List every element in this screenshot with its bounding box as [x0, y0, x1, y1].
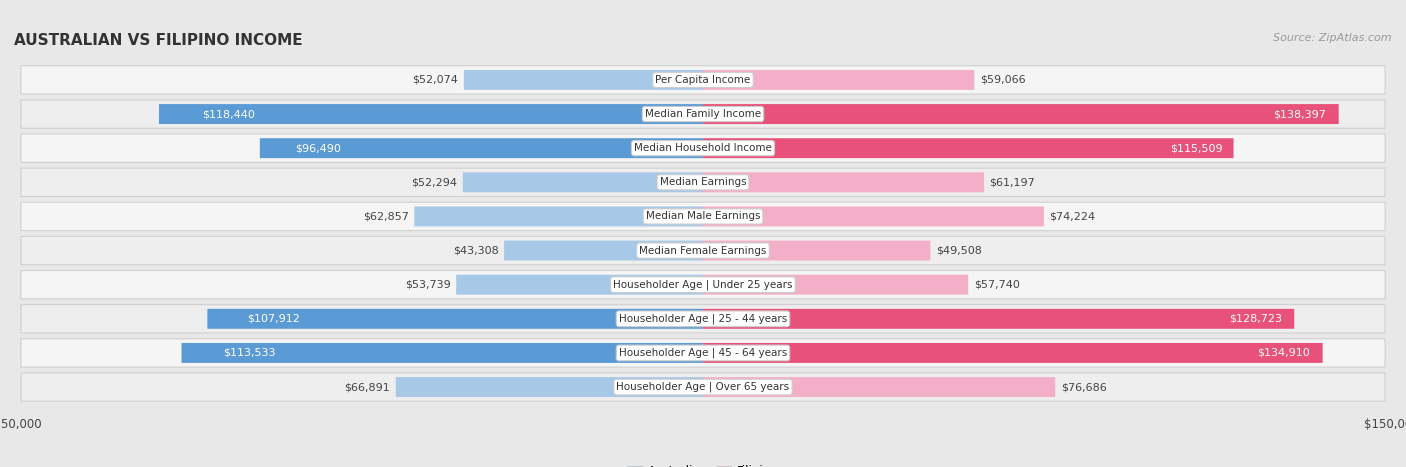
Text: $52,074: $52,074 — [412, 75, 458, 85]
Text: Median Female Earnings: Median Female Earnings — [640, 246, 766, 255]
FancyBboxPatch shape — [21, 339, 1385, 367]
Text: $52,294: $52,294 — [412, 177, 457, 187]
Text: $128,723: $128,723 — [1229, 314, 1282, 324]
FancyBboxPatch shape — [21, 236, 1385, 265]
Text: $107,912: $107,912 — [247, 314, 299, 324]
Text: Median Earnings: Median Earnings — [659, 177, 747, 187]
Text: $59,066: $59,066 — [980, 75, 1025, 85]
FancyBboxPatch shape — [260, 138, 703, 158]
FancyBboxPatch shape — [703, 138, 1233, 158]
Legend: Australian, Filipino: Australian, Filipino — [623, 460, 783, 467]
FancyBboxPatch shape — [703, 70, 974, 90]
Text: $118,440: $118,440 — [202, 109, 256, 119]
Text: Source: ZipAtlas.com: Source: ZipAtlas.com — [1274, 33, 1392, 42]
FancyBboxPatch shape — [207, 309, 703, 329]
FancyBboxPatch shape — [181, 343, 703, 363]
Text: $76,686: $76,686 — [1060, 382, 1107, 392]
FancyBboxPatch shape — [21, 168, 1385, 197]
FancyBboxPatch shape — [159, 104, 703, 124]
FancyBboxPatch shape — [505, 241, 703, 261]
Text: $62,857: $62,857 — [363, 212, 409, 221]
Text: $115,509: $115,509 — [1170, 143, 1223, 153]
Text: Householder Age | 45 - 64 years: Householder Age | 45 - 64 years — [619, 348, 787, 358]
Text: Householder Age | Over 65 years: Householder Age | Over 65 years — [616, 382, 790, 392]
Text: Householder Age | 25 - 44 years: Householder Age | 25 - 44 years — [619, 313, 787, 324]
FancyBboxPatch shape — [703, 241, 931, 261]
FancyBboxPatch shape — [703, 275, 969, 295]
FancyBboxPatch shape — [703, 206, 1043, 226]
FancyBboxPatch shape — [703, 343, 1323, 363]
Text: Median Family Income: Median Family Income — [645, 109, 761, 119]
Text: $61,197: $61,197 — [990, 177, 1035, 187]
FancyBboxPatch shape — [464, 70, 703, 90]
FancyBboxPatch shape — [703, 309, 1294, 329]
Text: Median Household Income: Median Household Income — [634, 143, 772, 153]
FancyBboxPatch shape — [456, 275, 703, 295]
FancyBboxPatch shape — [21, 134, 1385, 163]
Text: $113,533: $113,533 — [224, 348, 276, 358]
Text: $96,490: $96,490 — [295, 143, 342, 153]
FancyBboxPatch shape — [21, 373, 1385, 401]
Text: $53,739: $53,739 — [405, 280, 451, 290]
FancyBboxPatch shape — [21, 202, 1385, 231]
Text: $49,508: $49,508 — [936, 246, 981, 255]
FancyBboxPatch shape — [703, 172, 984, 192]
Text: Householder Age | Under 25 years: Householder Age | Under 25 years — [613, 279, 793, 290]
FancyBboxPatch shape — [21, 304, 1385, 333]
FancyBboxPatch shape — [703, 377, 1056, 397]
FancyBboxPatch shape — [415, 206, 703, 226]
Text: Median Male Earnings: Median Male Earnings — [645, 212, 761, 221]
FancyBboxPatch shape — [21, 100, 1385, 128]
FancyBboxPatch shape — [21, 66, 1385, 94]
Text: $134,910: $134,910 — [1257, 348, 1310, 358]
Text: AUSTRALIAN VS FILIPINO INCOME: AUSTRALIAN VS FILIPINO INCOME — [14, 33, 302, 48]
FancyBboxPatch shape — [395, 377, 703, 397]
FancyBboxPatch shape — [21, 270, 1385, 299]
FancyBboxPatch shape — [703, 104, 1339, 124]
Text: $74,224: $74,224 — [1049, 212, 1095, 221]
FancyBboxPatch shape — [463, 172, 703, 192]
Text: $138,397: $138,397 — [1272, 109, 1326, 119]
Text: $66,891: $66,891 — [344, 382, 391, 392]
Text: $43,308: $43,308 — [453, 246, 499, 255]
Text: Per Capita Income: Per Capita Income — [655, 75, 751, 85]
Text: $57,740: $57,740 — [974, 280, 1019, 290]
